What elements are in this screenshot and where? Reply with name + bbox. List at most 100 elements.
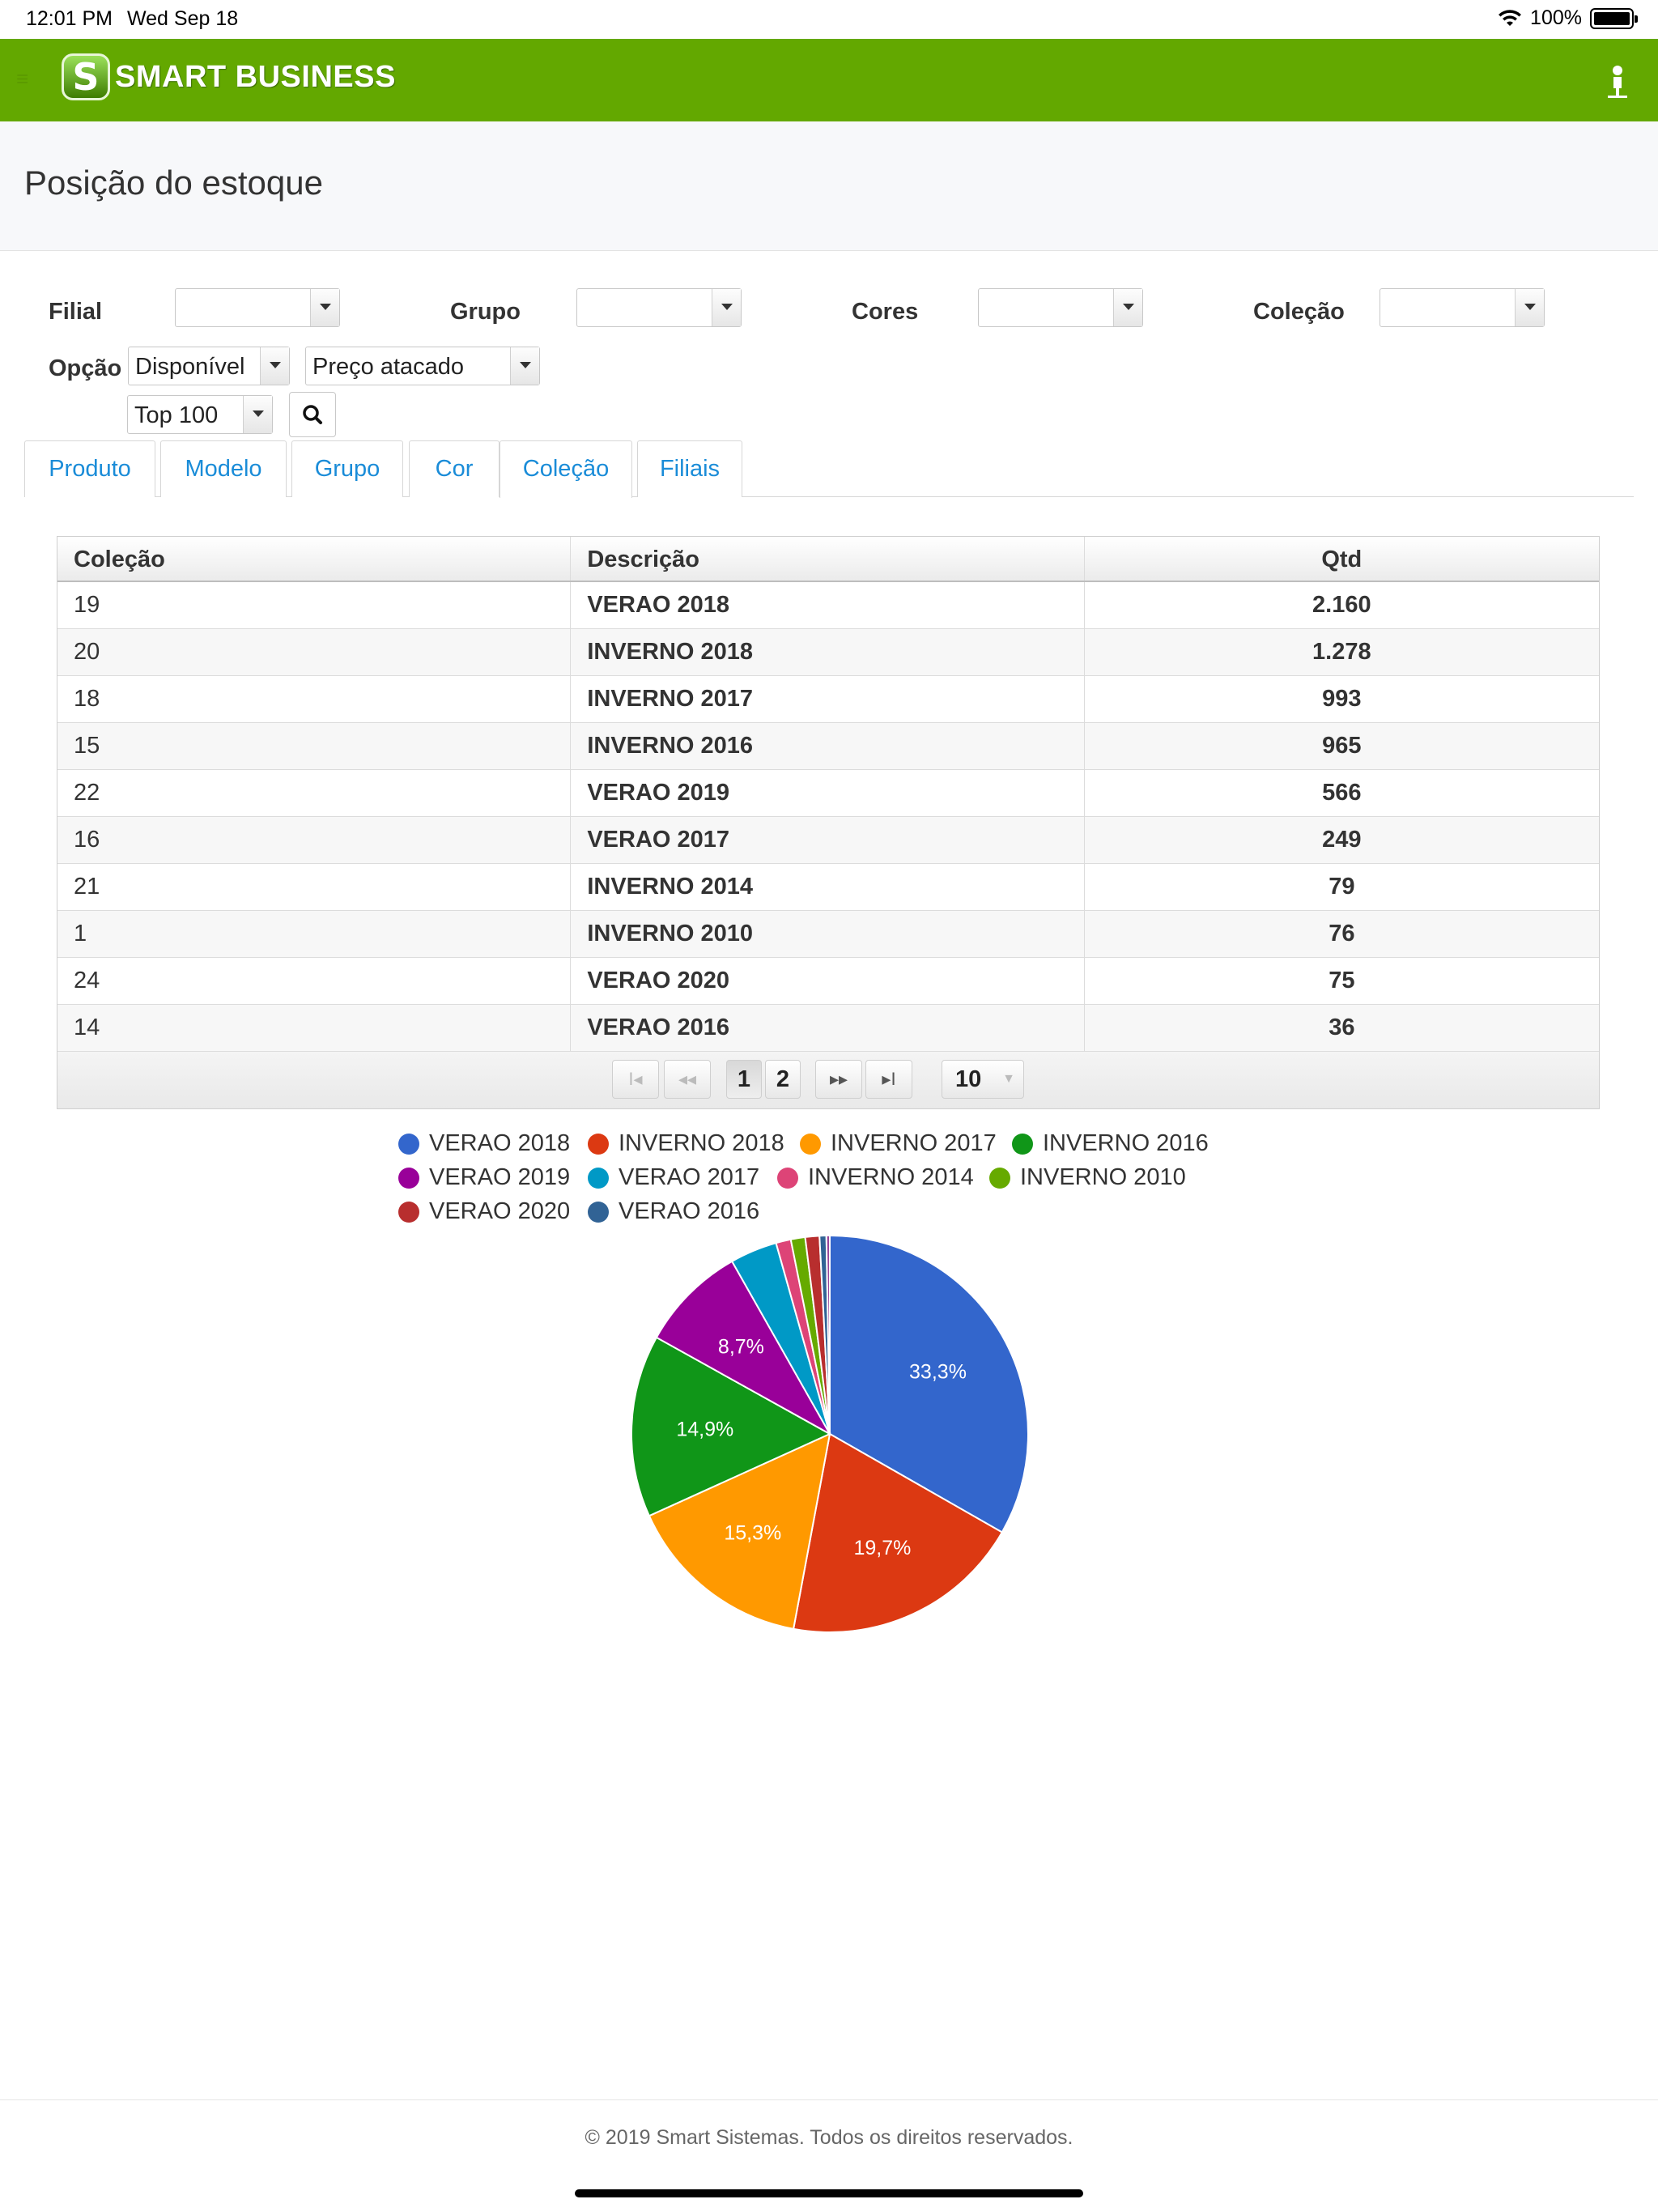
pie-percent-label: 19,7% bbox=[853, 1537, 911, 1559]
chevron-down-icon: ▼ bbox=[1002, 1072, 1015, 1086]
legend-label: VERAO 2018 bbox=[429, 1130, 571, 1156]
cell-qtd: 2.160 bbox=[1312, 592, 1371, 618]
filial-select[interactable] bbox=[175, 288, 340, 327]
pie-slice-inverno-2018[interactable] bbox=[792, 1432, 1004, 1633]
chevron-down-icon[interactable] bbox=[712, 289, 741, 326]
table-row[interactable]: 22 VERAO 2019 566 bbox=[57, 770, 1599, 817]
legend-item[interactable]: INVERNO 2017 bbox=[800, 1130, 997, 1157]
page-2-button[interactable]: 2 bbox=[765, 1060, 801, 1099]
pie-slice-inverno-2017[interactable] bbox=[648, 1432, 831, 1631]
legend-item[interactable]: VERAO 2016 bbox=[588, 1198, 759, 1225]
chevron-down-icon[interactable] bbox=[260, 347, 289, 385]
pie-percent-label: 8,7% bbox=[718, 1335, 764, 1358]
preco-select[interactable]: Preço atacado bbox=[305, 347, 540, 385]
legend-label: INVERNO 2018 bbox=[619, 1130, 784, 1156]
page-1-button[interactable]: 1 bbox=[726, 1060, 762, 1099]
tab-grupo[interactable]: Grupo bbox=[291, 440, 403, 497]
chevron-down-icon[interactable] bbox=[310, 289, 339, 326]
cell-descricao: INVERNO 2016 bbox=[571, 723, 1085, 769]
pie-percent-label: 15,3% bbox=[724, 1521, 781, 1544]
table-row[interactable]: 21 INVERNO 2014 79 bbox=[57, 864, 1599, 911]
cell-descricao: INVERNO 2017 bbox=[571, 676, 1085, 722]
colecao-select[interactable] bbox=[1380, 288, 1545, 327]
first-page-button[interactable]: I◂ bbox=[612, 1060, 659, 1099]
legend-label: INVERNO 2014 bbox=[808, 1164, 974, 1190]
legend-item[interactable]: INVERNO 2010 bbox=[989, 1164, 1186, 1191]
tab-bar: Produto Modelo Grupo Cor Coleção Filiais bbox=[24, 440, 1634, 498]
legend-label: INVERNO 2017 bbox=[831, 1130, 997, 1156]
table-row[interactable]: 14 VERAO 2016 36 bbox=[57, 1005, 1599, 1052]
table-row[interactable]: 16 VERAO 2017 249 bbox=[57, 817, 1599, 864]
preco-value: Preço atacado bbox=[312, 354, 465, 380]
legend-label: VERAO 2019 bbox=[429, 1164, 571, 1190]
column-header-colecao[interactable]: Coleção bbox=[57, 537, 572, 581]
pie-slice-verao-2019[interactable] bbox=[655, 1260, 832, 1436]
tab-cor[interactable]: Cor bbox=[409, 440, 500, 497]
home-indicator[interactable] bbox=[575, 2189, 1083, 2197]
search-button[interactable] bbox=[289, 392, 336, 437]
legend-item[interactable]: INVERNO 2016 bbox=[1012, 1130, 1209, 1157]
grupo-label: Grupo bbox=[450, 299, 521, 325]
brand-logo[interactable]: S SMART BUSINESS bbox=[62, 53, 396, 100]
hamburger-menu-icon[interactable]: ≡ bbox=[16, 66, 29, 91]
user-icon[interactable] bbox=[1601, 63, 1634, 99]
pie-chart: 33,3% 19,7% 15,3% 14,9% 8,7% bbox=[631, 1234, 1029, 1633]
page-size-value: 10 bbox=[955, 1066, 982, 1092]
table-header: Coleção Descrição Qtd bbox=[57, 537, 1599, 582]
column-header-descricao[interactable]: Descrição bbox=[571, 537, 1085, 581]
table-row[interactable]: 1 INVERNO 2010 76 bbox=[57, 911, 1599, 958]
tab-colecao[interactable]: Coleção bbox=[500, 440, 632, 498]
table-row[interactable]: 19 VERAO 2018 2.160 bbox=[57, 582, 1599, 629]
legend-item[interactable]: INVERNO 2018 bbox=[588, 1130, 784, 1157]
pie-slice-outros[interactable] bbox=[825, 1234, 831, 1435]
tab-filiais[interactable]: Filiais bbox=[637, 440, 742, 497]
chevron-down-icon[interactable] bbox=[1515, 289, 1544, 326]
cell-colecao: 16 bbox=[57, 817, 572, 863]
prev-page-button[interactable]: ◂◂ bbox=[664, 1060, 711, 1099]
cell-descricao: VERAO 2018 bbox=[571, 582, 1085, 628]
cell-qtd: 75 bbox=[1329, 968, 1355, 993]
battery-percent: 100% bbox=[1530, 6, 1582, 29]
legend-item[interactable]: VERAO 2019 bbox=[398, 1164, 570, 1191]
legend-item[interactable]: VERAO 2017 bbox=[588, 1164, 759, 1191]
opcao-label: Opção bbox=[49, 355, 122, 381]
legend-label: VERAO 2017 bbox=[619, 1164, 760, 1190]
cell-colecao: 20 bbox=[57, 629, 572, 675]
tab-produto[interactable]: Produto bbox=[24, 440, 155, 497]
legend-item[interactable]: VERAO 2020 bbox=[398, 1198, 570, 1225]
legend-item[interactable]: VERAO 2018 bbox=[398, 1130, 570, 1157]
column-header-qtd[interactable]: Qtd bbox=[1321, 547, 1363, 572]
legend-swatch bbox=[398, 1201, 419, 1223]
opcao-value: Disponível bbox=[135, 354, 245, 380]
legend-label: INVERNO 2010 bbox=[1020, 1164, 1186, 1190]
chevron-down-icon[interactable] bbox=[1113, 289, 1142, 326]
top-select[interactable]: Top 100 bbox=[127, 395, 273, 434]
chevron-down-icon[interactable] bbox=[243, 396, 272, 433]
cell-qtd: 993 bbox=[1322, 686, 1362, 712]
title-bar: Posição do estoque bbox=[0, 121, 1658, 251]
footer-divider bbox=[0, 2099, 1658, 2100]
grupo-select[interactable] bbox=[576, 288, 742, 327]
table-row[interactable]: 18 INVERNO 2017 993 bbox=[57, 676, 1599, 723]
next-page-button[interactable]: ▸▸ bbox=[815, 1060, 862, 1099]
cell-qtd: 36 bbox=[1329, 1015, 1355, 1040]
page-size-select[interactable]: 10 ▼ bbox=[942, 1060, 1024, 1099]
cores-select[interactable] bbox=[978, 288, 1143, 327]
table-row[interactable]: 15 INVERNO 2016 965 bbox=[57, 723, 1599, 770]
filial-label: Filial bbox=[49, 299, 103, 325]
status-bar: 12:01 PM Wed Sep 18 100% bbox=[0, 0, 1658, 39]
battery-icon bbox=[1590, 7, 1638, 29]
cell-qtd: 566 bbox=[1322, 780, 1362, 806]
pie-slice-verao-2018[interactable] bbox=[829, 1234, 1029, 1534]
legend-item[interactable]: INVERNO 2014 bbox=[777, 1164, 974, 1191]
pie-slice-inverno-2016[interactable] bbox=[631, 1336, 832, 1517]
opcao-select[interactable]: Disponível bbox=[128, 347, 290, 385]
top-value: Top 100 bbox=[134, 402, 219, 428]
cell-descricao: VERAO 2020 bbox=[571, 958, 1085, 1004]
table-row[interactable]: 24 VERAO 2020 75 bbox=[57, 958, 1599, 1005]
table-row[interactable]: 20 INVERNO 2018 1.278 bbox=[57, 629, 1599, 676]
last-page-button[interactable]: ▸I bbox=[865, 1060, 912, 1099]
chevron-down-icon[interactable] bbox=[510, 347, 539, 385]
tab-modelo[interactable]: Modelo bbox=[160, 440, 287, 497]
cores-label: Cores bbox=[852, 299, 919, 325]
